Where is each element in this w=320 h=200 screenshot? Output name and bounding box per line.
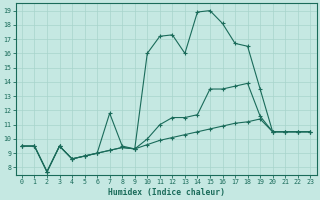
- X-axis label: Humidex (Indice chaleur): Humidex (Indice chaleur): [108, 188, 225, 197]
